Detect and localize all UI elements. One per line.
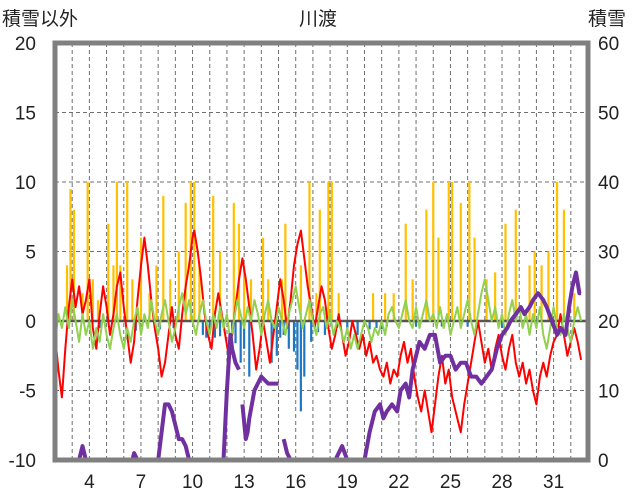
x-tick-label: 7 [136,472,147,493]
right-tick-label: 0 [598,451,609,472]
left-tick-label: 0 [25,312,36,333]
left-tick-label: -5 [19,382,36,403]
x-tick-label: 4 [84,472,95,493]
x-tick-label: 10 [182,472,203,493]
left-axis-title: 積雪以外 [2,8,78,30]
right-tick-label: 40 [598,173,619,194]
left-axis: -10 -5 0 5 10 15 20 [9,34,36,472]
x-tick-label: 25 [440,472,461,493]
right-tick-label: 50 [598,104,619,125]
snow-depth-line [281,438,322,462]
left-tick-label: 5 [25,243,36,264]
x-tick-label: 31 [543,472,564,493]
x-tick-label: 28 [491,472,512,493]
left-tick-label: 20 [15,34,36,55]
x-tick-label: 13 [234,472,255,493]
snow-depth-line [333,270,582,462]
left-tick-label: -10 [9,451,36,472]
snow-depth-line [197,332,241,462]
right-axis-title: 積雪 [588,8,626,30]
right-axis: 0 10 20 30 40 50 60 [598,34,619,472]
x-tick-label: 16 [285,472,306,493]
chart-title: 川渡 [299,8,337,30]
right-tick-label: 20 [598,312,619,333]
wind-line [54,278,583,350]
x-tick-label: 22 [388,472,409,493]
right-tick-label: 60 [598,34,619,55]
x-tick-label: 19 [337,472,358,493]
x-axis: 4 7 10 13 16 19 22 25 28 31 [84,472,564,493]
snow-depth-line [240,374,279,442]
right-tick-label: 30 [598,243,619,264]
left-tick-label: 10 [15,173,36,194]
right-tick-label: 10 [598,382,619,403]
bar-layer [55,182,588,412]
plot-frame [52,40,591,463]
grid [55,43,588,460]
left-tick-label: 15 [15,104,36,125]
